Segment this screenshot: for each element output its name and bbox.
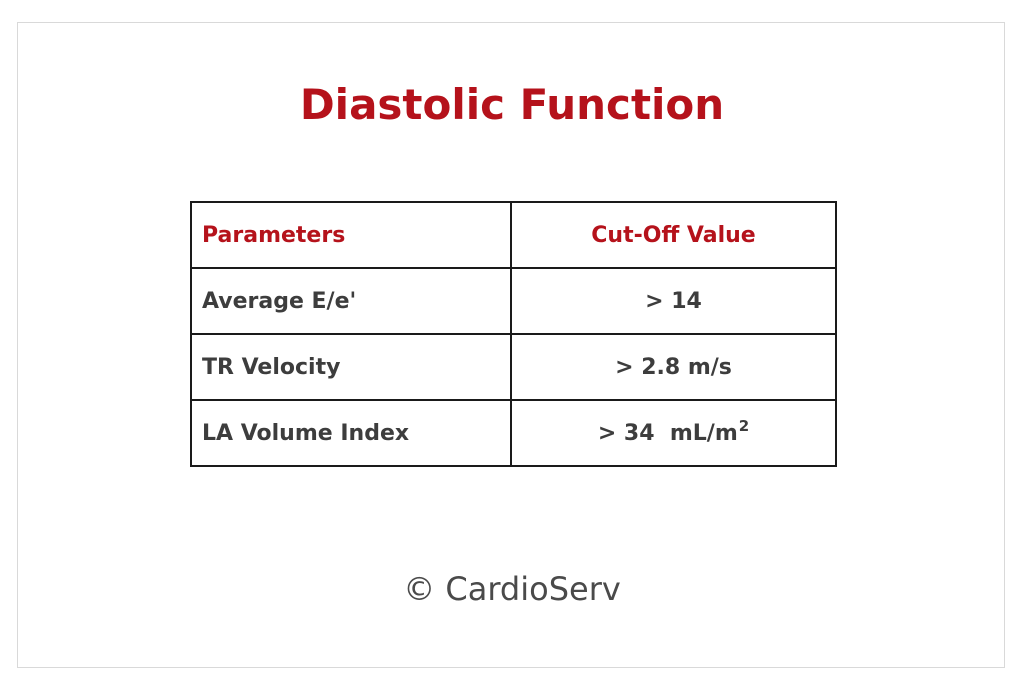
table-row: LA Volume Index > 34 mL/m2 — [190, 399, 837, 467]
parameter-cell: Average E/e' — [190, 267, 512, 335]
page-title: Diastolic Function — [299, 80, 725, 129]
value-cell: > 34 mL/m2 — [510, 399, 837, 467]
table-row: Average E/e' > 14 — [190, 267, 837, 335]
parameter-cell: TR Velocity — [190, 333, 512, 401]
parameters-table: Parameters Cut-Off Value Average E/e' > … — [190, 201, 837, 467]
value-text: > 34 mL/m — [597, 420, 738, 446]
value-text: > 14 — [645, 288, 702, 314]
copyright-text: © CardioServ — [403, 570, 621, 608]
parameter-cell: LA Volume Index — [190, 399, 512, 467]
table-row: TR Velocity > 2.8 m/s — [190, 333, 837, 401]
value-cell: > 2.8 m/s — [510, 333, 837, 401]
table-header-row: Parameters Cut-Off Value — [190, 201, 837, 269]
value-cell: > 14 — [510, 267, 837, 335]
unit-superscript: 2 — [738, 416, 750, 435]
header-parameters: Parameters — [190, 201, 512, 269]
value-text: > 2.8 m/s — [615, 354, 732, 380]
header-cutoff-value: Cut-Off Value — [510, 201, 837, 269]
